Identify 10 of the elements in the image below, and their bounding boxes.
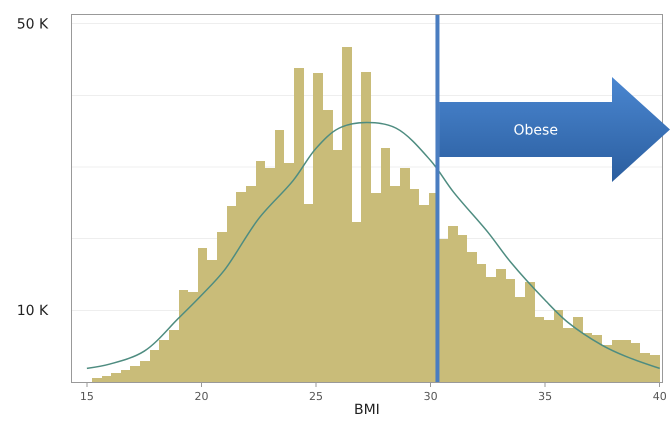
x-tick-label: 40	[652, 390, 667, 404]
x-axis-title: BMI	[354, 402, 380, 418]
x-tick-label: 35	[538, 390, 552, 404]
annotation: Obese	[514, 122, 558, 138]
y-tick-label: 50 K	[16, 16, 50, 32]
x-tick-label: 30	[424, 390, 438, 404]
x-tick-label: 15	[80, 390, 94, 404]
y-tick-label: 10 K	[16, 303, 50, 320]
x-tick-label: 25	[309, 390, 324, 404]
x-tick-label: 20	[194, 390, 208, 404]
